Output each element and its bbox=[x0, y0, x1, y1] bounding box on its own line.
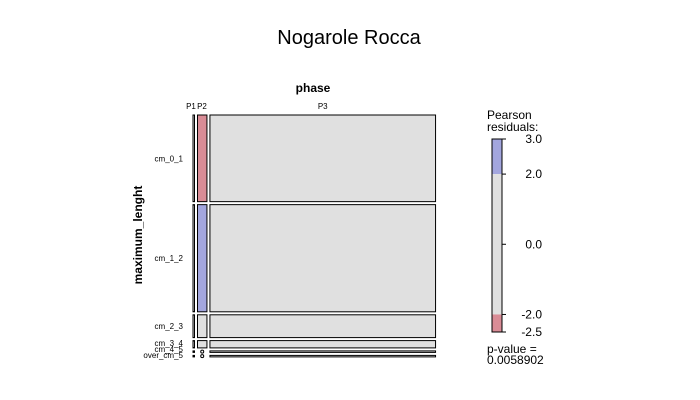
legend-tick-label: 2.0 bbox=[525, 167, 542, 181]
row-label-cm-1-2: cm_1_2 bbox=[155, 254, 184, 263]
cell-cm-3-4-p1 bbox=[192, 340, 195, 349]
cell-cm-0-1-p1 bbox=[192, 114, 195, 203]
legend-segment-negative bbox=[492, 314, 502, 332]
cell-cm-4-5-p3 bbox=[209, 350, 437, 353]
legend-tick-label: -2.5 bbox=[521, 325, 542, 339]
row-label-over-cm-5: over_cm_5 bbox=[143, 351, 183, 360]
cell-over-cm-5-p2 bbox=[200, 354, 205, 359]
y-axis-label: maximum_lenght bbox=[131, 186, 145, 285]
cell-cm-3-4-p2 bbox=[197, 340, 208, 349]
cell-cm-2-3-p1 bbox=[192, 314, 195, 339]
legend-tick-label: -2.0 bbox=[521, 307, 542, 321]
p-value: 0.0058902 bbox=[487, 353, 544, 367]
legend-tick-label: 3.0 bbox=[525, 132, 542, 146]
cell-cm-4-5-p1 bbox=[192, 350, 195, 353]
cell-cm-1-2-p3 bbox=[209, 204, 437, 313]
x-axis-label: phase bbox=[296, 81, 331, 95]
chart-title: Nogarole Rocca bbox=[277, 27, 421, 49]
legend: Pearson residuals: 3.0 2.0 0.0 -2.0 -2.5 p-v… bbox=[487, 108, 544, 367]
cell-cm-4-5-p2 bbox=[200, 349, 205, 354]
cell-cm-3-4-p3 bbox=[209, 340, 437, 349]
legend-segment-positive bbox=[492, 139, 502, 175]
legend-color-bar bbox=[491, 138, 503, 333]
legend-segment-neutral bbox=[492, 174, 502, 315]
cell-cm-1-2-p1 bbox=[192, 204, 195, 313]
cell-cm-0-1-p2 bbox=[197, 114, 208, 203]
legend-title-line-1: Pearson bbox=[487, 108, 532, 122]
legend-ticks: 3.0 2.0 0.0 -2.0 -2.5 bbox=[502, 132, 542, 339]
legend-title-line-2: residuals: bbox=[487, 120, 538, 134]
cell-over-cm-5-p3 bbox=[209, 354, 437, 358]
cell-cm-1-2-p2 bbox=[197, 204, 208, 313]
row-label-cm-0-1: cm_0_1 bbox=[155, 154, 184, 163]
cell-cm-2-3-p2 bbox=[197, 314, 208, 339]
column-label-p2: P2 bbox=[197, 102, 207, 111]
row-label-cm-2-3: cm_2_3 bbox=[155, 322, 184, 331]
cell-cm-0-1-p3 bbox=[209, 114, 437, 203]
cell-cm-2-3-p3 bbox=[209, 314, 437, 339]
row-label-cm-4-5: cm_4_5 bbox=[155, 345, 184, 354]
legend-bar-frame bbox=[491, 138, 503, 333]
mosaic-cells bbox=[192, 114, 437, 359]
row-label-cm-3-4: cm_3_4 bbox=[155, 339, 184, 348]
p-value-label: p-value = bbox=[487, 342, 537, 356]
column-labels: P1 P2 P3 bbox=[186, 102, 328, 111]
column-label-p1: P1 bbox=[186, 102, 196, 111]
legend-tick-label: 0.0 bbox=[525, 237, 542, 251]
column-label-p3: P3 bbox=[318, 102, 328, 111]
cell-over-cm-5-p1 bbox=[192, 354, 195, 358]
